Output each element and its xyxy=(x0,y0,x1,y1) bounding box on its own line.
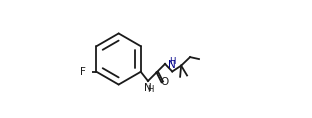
Text: H: H xyxy=(169,57,176,66)
Text: H: H xyxy=(147,85,154,94)
Text: O: O xyxy=(160,77,168,87)
Text: F: F xyxy=(80,67,86,77)
Text: N: N xyxy=(144,83,152,93)
Text: N: N xyxy=(168,60,176,70)
